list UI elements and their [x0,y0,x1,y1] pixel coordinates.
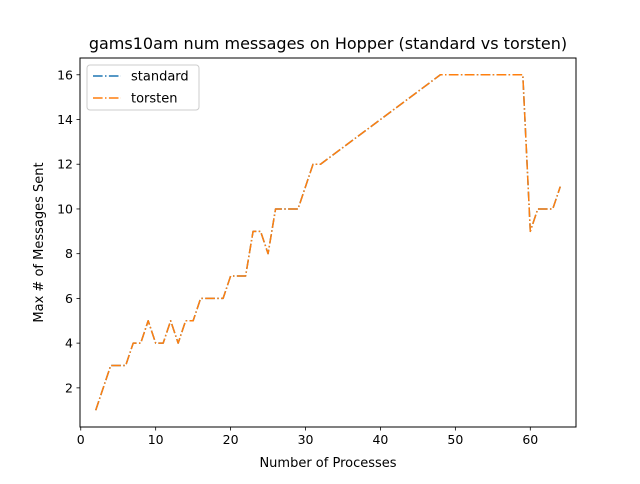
x-tick-label: 20 [223,432,239,447]
y-tick-label: 12 [57,157,73,172]
y-tick-label: 14 [57,112,73,127]
y-tick-label: 6 [65,291,73,306]
y-axis-label: Max # of Messages Sent [32,162,47,322]
x-axis-ticks: 0 10 20 30 40 50 60 [77,427,538,447]
x-axis-label: Number of Processes [259,456,396,471]
plot-lines [95,74,561,411]
y-tick-label: 16 [57,67,73,82]
chart-title: gams10am num messages on Hopper (standar… [89,34,567,53]
legend: standard torsten [86,64,200,111]
y-tick-label: 8 [65,246,73,261]
plot-area-frame [79,57,577,428]
y-tick-label: 2 [65,380,73,395]
x-tick-label: 40 [372,432,388,447]
y-tick-label: 10 [57,201,73,216]
series-line-torsten [95,74,561,411]
x-tick-label: 30 [298,432,314,447]
x-tick-label: 0 [77,432,85,447]
x-tick-label: 50 [447,432,463,447]
legend-label-torsten: torsten [131,92,178,107]
x-tick-label: 10 [148,432,164,447]
x-tick-label: 60 [522,432,538,447]
legend-label-standard: standard [131,70,189,85]
y-tick-label: 4 [65,336,73,351]
y-axis-ticks: 2 4 6 8 10 12 14 16 [57,67,80,395]
